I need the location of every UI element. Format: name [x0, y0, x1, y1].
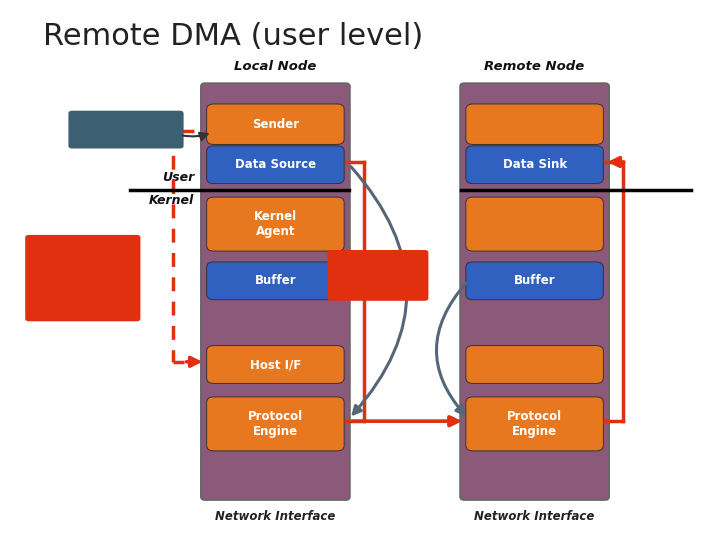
Text: Buffer: Buffer — [255, 274, 296, 287]
Text: Data Sink: Data Sink — [503, 158, 567, 171]
Text: Kernel: Kernel — [149, 194, 194, 207]
FancyBboxPatch shape — [466, 197, 603, 251]
FancyBboxPatch shape — [68, 111, 184, 148]
Text: RDMA: RDMA — [343, 265, 413, 286]
Text: Host I/F: Host I/F — [250, 358, 301, 371]
Text: Protocol
Engine: Protocol Engine — [507, 410, 562, 438]
Text: Protocol
Engine: Protocol Engine — [248, 410, 303, 438]
FancyBboxPatch shape — [466, 104, 603, 144]
FancyBboxPatch shape — [466, 262, 603, 300]
FancyBboxPatch shape — [207, 397, 344, 451]
Text: Kernel
Agent: Kernel Agent — [254, 210, 297, 238]
Text: User: User — [162, 171, 194, 184]
Text: Buffer: Buffer — [514, 274, 555, 287]
FancyBboxPatch shape — [207, 262, 344, 300]
FancyBboxPatch shape — [201, 83, 350, 500]
FancyBboxPatch shape — [207, 197, 344, 251]
Text: Local Node: Local Node — [234, 60, 317, 73]
Text: Network Interface: Network Interface — [474, 510, 595, 523]
FancyBboxPatch shape — [207, 104, 344, 144]
Text: System Call: System Call — [89, 125, 163, 134]
FancyBboxPatch shape — [466, 346, 603, 383]
FancyBboxPatch shape — [207, 146, 344, 184]
Text: Sender: Sender — [252, 118, 299, 131]
FancyBboxPatch shape — [328, 250, 428, 301]
FancyBboxPatch shape — [466, 146, 603, 184]
Text: Remote Node: Remote Node — [485, 60, 585, 73]
FancyBboxPatch shape — [25, 235, 140, 321]
Text: Network Interface: Network Interface — [215, 510, 336, 523]
Text: User
Level: User Level — [54, 258, 112, 299]
Text: Remote DMA (user level): Remote DMA (user level) — [43, 22, 423, 51]
Text: Data Source: Data Source — [235, 158, 316, 171]
FancyBboxPatch shape — [207, 346, 344, 383]
FancyBboxPatch shape — [466, 397, 603, 451]
FancyBboxPatch shape — [460, 83, 609, 500]
